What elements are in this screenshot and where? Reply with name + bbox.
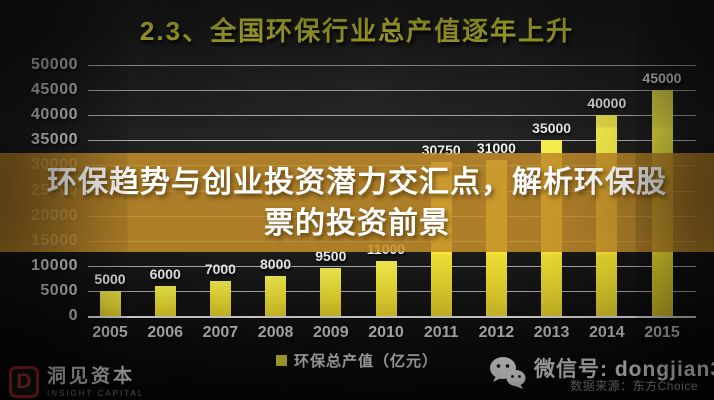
bar-value-label: 35000 (532, 120, 572, 137)
x-tick-label: 2012 (478, 324, 515, 341)
y-tick-label: 35000 (31, 131, 78, 149)
bar-2010 (375, 260, 397, 316)
x-tick-label: 2010 (368, 324, 404, 341)
bar-value-label: 40000 (587, 95, 627, 112)
legend-label: 环保总产值（亿元） (293, 353, 438, 370)
data-source-label: 数据来源：东方Choice (570, 379, 698, 393)
logo-name: 洞见资本 (47, 366, 136, 387)
x-tick-label: 2014 (589, 324, 625, 341)
wechat-contact: 微信号: dongjian360 (489, 353, 714, 390)
insight-capital-logo: D 洞见资本 INSIGHT CAPITAL (9, 366, 144, 398)
logo-subtitle: INSIGHT CAPITAL (47, 389, 145, 398)
gridline (88, 90, 696, 92)
x-tick-label: 2007 (202, 324, 239, 341)
y-tick-label: 5000 (40, 281, 78, 299)
bar-2005 (99, 290, 121, 316)
bar-value-label: 7000 (204, 260, 236, 277)
logo-d-icon: D (9, 366, 39, 398)
x-tick-label: 2013 (533, 324, 570, 341)
wechat-icon (490, 357, 526, 389)
banner-text-line1: 环保趋势与创业投资潜力交汇点，解析环保股 (47, 165, 667, 199)
x-tick-label: 2006 (147, 324, 183, 341)
bar-value-label: 45000 (642, 70, 682, 87)
bar-value-label: 9500 (315, 248, 347, 265)
gridline (88, 65, 696, 66)
legend-swatch (275, 355, 287, 366)
gridline (88, 316, 696, 318)
y-tick-label: 40000 (31, 106, 78, 124)
bar-2008 (265, 275, 287, 316)
chart-title: 2.3、全国环保行业总产值逐年上升 (139, 16, 575, 46)
bar-value-label: 5000 (94, 270, 126, 287)
wechat-id-label: 微信号: dongjian360 (534, 358, 714, 381)
banner-text-line2: 票的投资前景 (264, 206, 450, 240)
overlay-banner: 环保趋势与创业投资潜力交汇点，解析环保股 票的投资前景 (0, 153, 714, 252)
bar-2006 (154, 285, 176, 316)
y-tick-label: 0 (68, 307, 78, 324)
bar-value-label: 8000 (260, 255, 292, 272)
gridline (88, 115, 696, 117)
x-tick-label: 2005 (92, 324, 128, 341)
bar-2009 (320, 268, 342, 316)
bar-value-label: 6000 (149, 265, 181, 282)
chart-legend: 环保总产值（亿元） (0, 350, 714, 371)
x-tick-label: 2009 (313, 324, 349, 341)
bar-2007 (209, 280, 231, 316)
y-tick-label: 50000 (31, 56, 78, 73)
x-tick-label: 2011 (423, 324, 459, 341)
bar-value-label: 31000 (476, 140, 516, 157)
y-tick-label: 10000 (31, 256, 78, 274)
x-tick-label: 2015 (644, 324, 680, 341)
x-tick-label: 2008 (257, 324, 294, 341)
gridline (88, 140, 696, 142)
y-tick-label: 45000 (31, 81, 78, 99)
